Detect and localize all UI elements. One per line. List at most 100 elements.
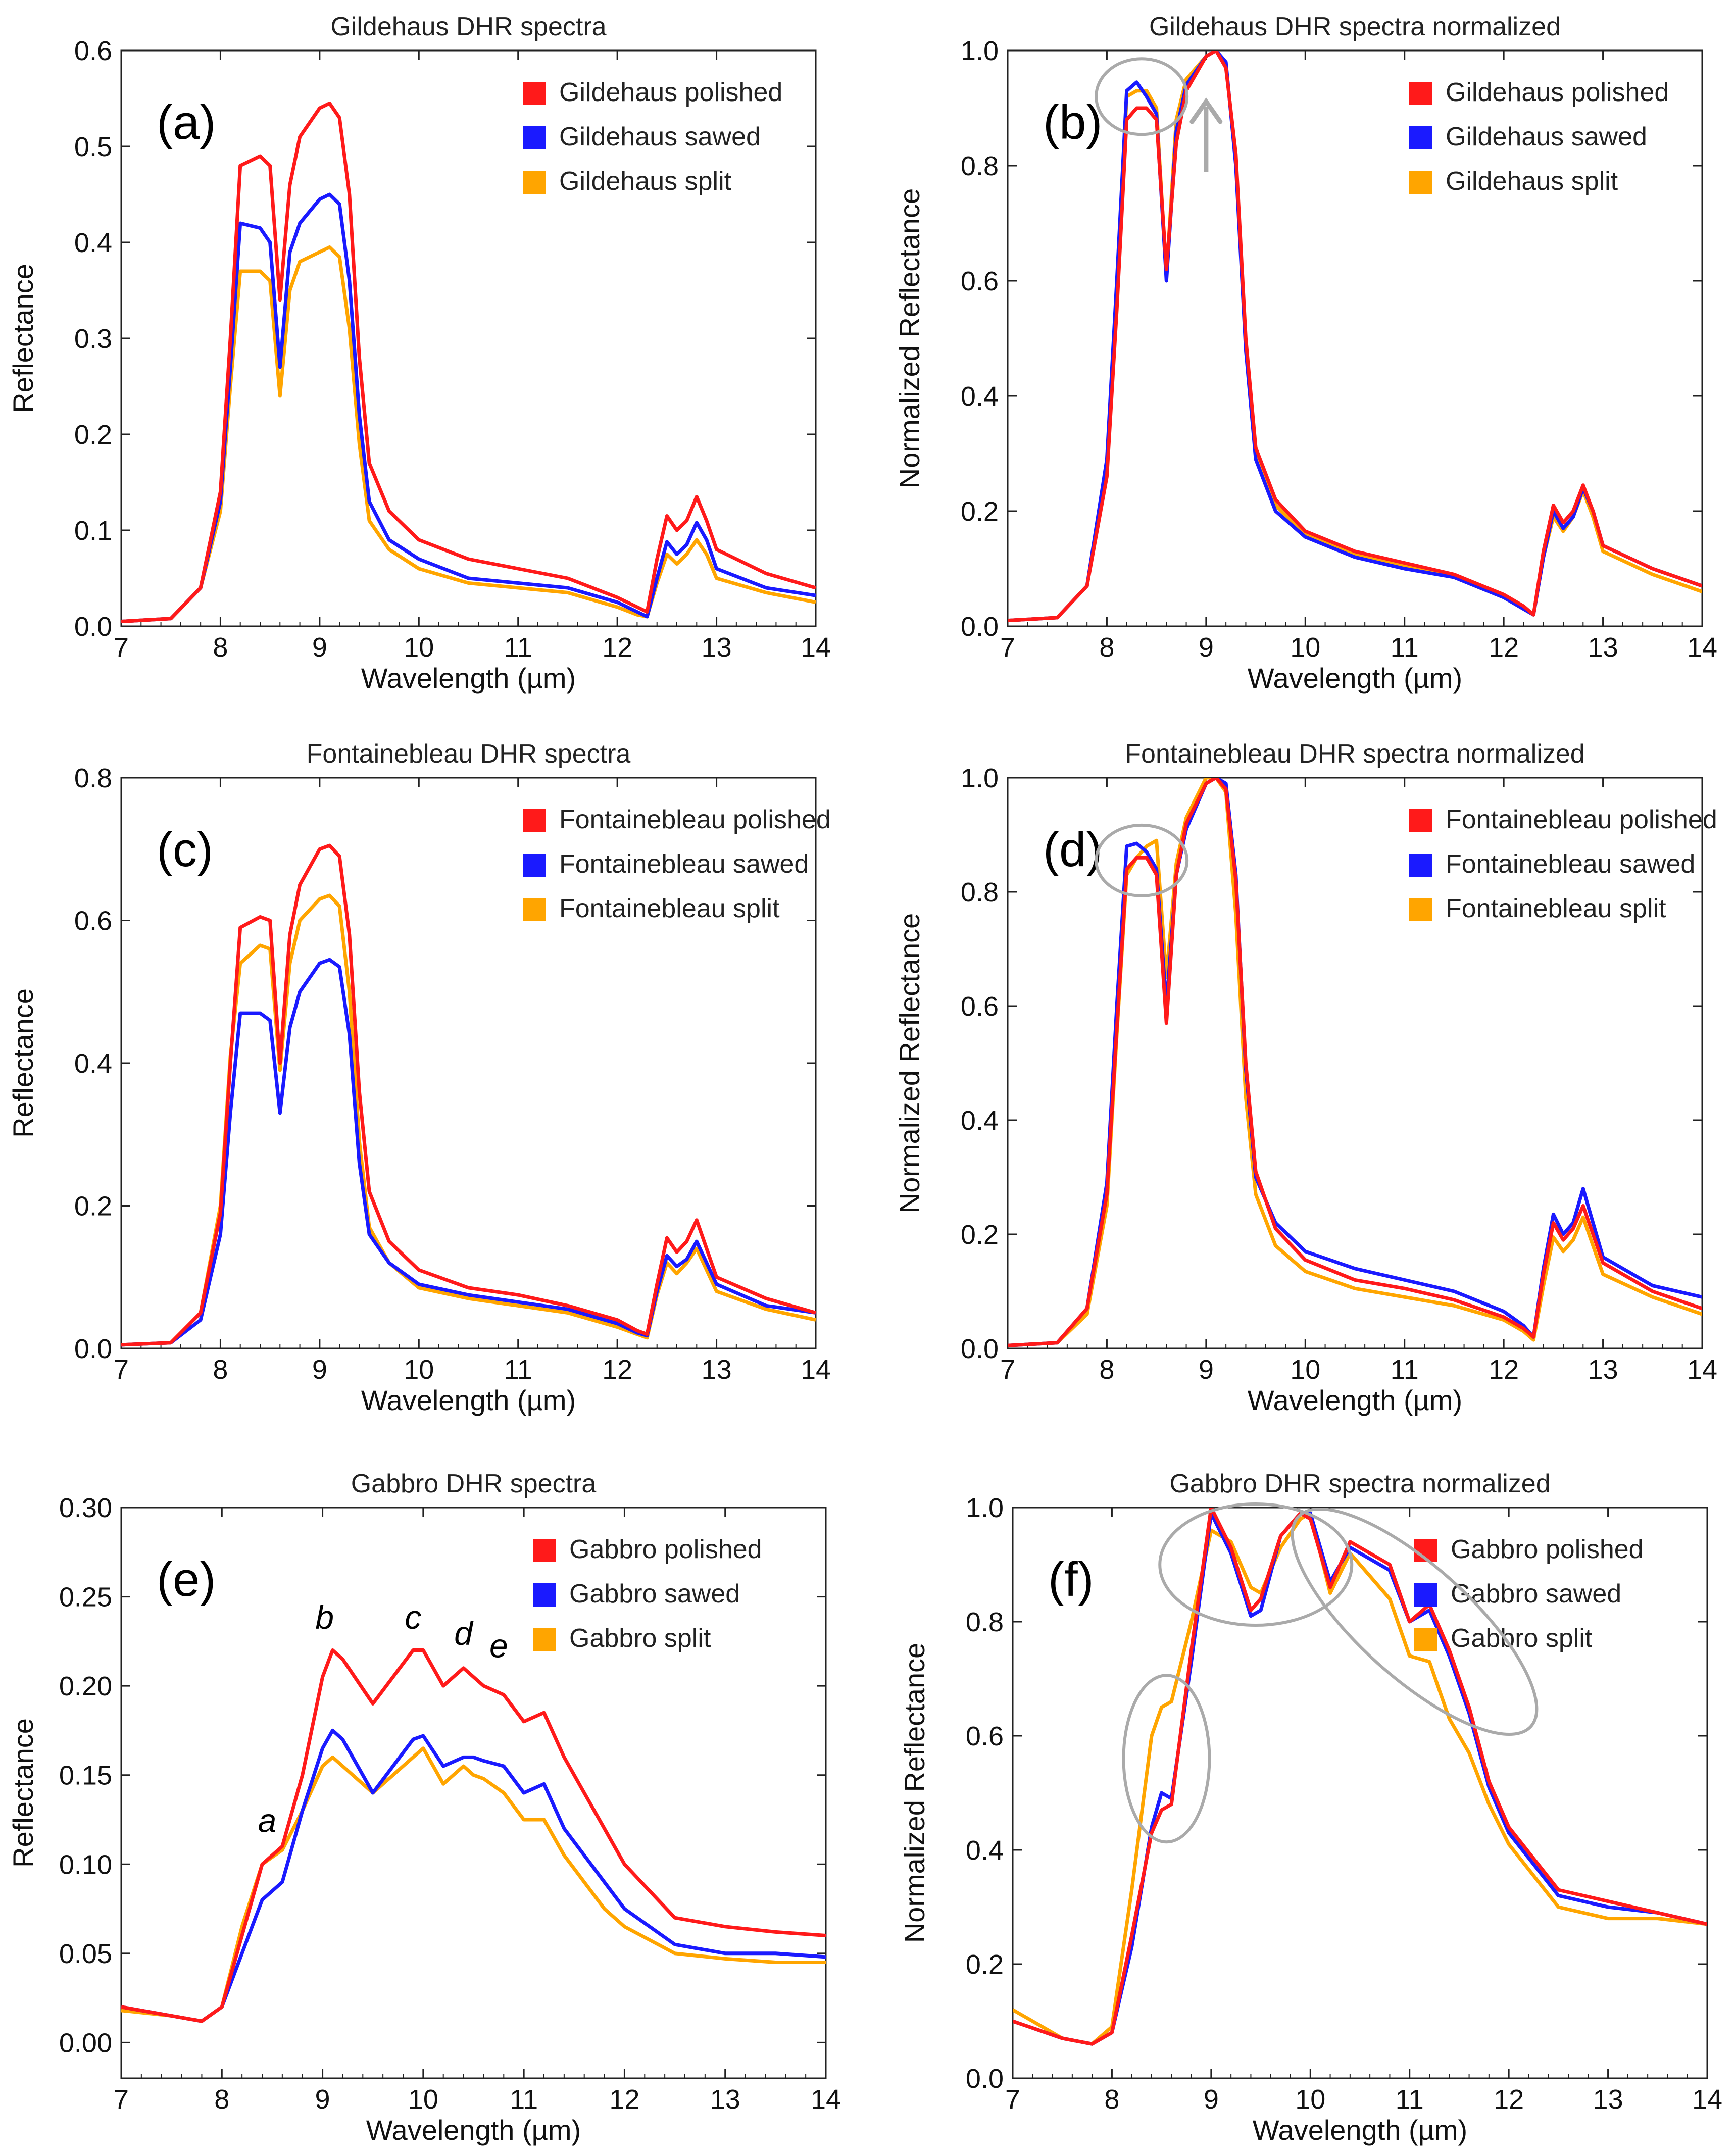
- x-tick-label: 14: [801, 632, 831, 663]
- legend-swatch-1: [523, 854, 546, 877]
- legend-swatch-2: [1409, 898, 1432, 921]
- plot-frame: [1012, 1507, 1708, 2079]
- legend-label-1: Fontainebleau sawed: [559, 849, 809, 879]
- peak-label-d: d: [454, 1615, 474, 1652]
- x-tick-label: 12: [602, 1355, 632, 1385]
- x-tick-label: 8: [213, 632, 228, 663]
- x-tick-label: 12: [1489, 632, 1519, 663]
- x-tick-label: 14: [1687, 1355, 1717, 1385]
- x-tick-label: 7: [114, 632, 129, 663]
- y-tick-label: 0.4: [74, 228, 112, 258]
- legend-swatch-2: [1414, 1628, 1437, 1651]
- chart-title: Gildehaus DHR spectra normalized: [1149, 12, 1561, 41]
- y-tick-label: 0.00: [59, 2028, 112, 2058]
- legend-swatch-0: [523, 82, 546, 105]
- series-line-0: [121, 843, 816, 1347]
- x-tick-label: 10: [1290, 1355, 1320, 1385]
- series-line-1: [121, 958, 816, 1347]
- x-tick-label: 9: [315, 2084, 330, 2115]
- x-axis-label: Wavelength (µm): [361, 662, 576, 694]
- series-line-2: [121, 245, 816, 623]
- series-line-1: [1008, 51, 1702, 623]
- legend-label-2: Gildehaus split: [1446, 167, 1618, 196]
- x-tick-label: 12: [602, 632, 632, 663]
- highlight-circle: [1095, 823, 1189, 897]
- plot-frame: [120, 1507, 827, 2079]
- x-tick-label: 12: [1494, 2084, 1524, 2115]
- y-tick-label: 1.0: [966, 1493, 1004, 1523]
- y-axis-label: Reflectance: [7, 988, 39, 1138]
- panel-label: (e): [157, 1552, 216, 1607]
- peak-label-e: e: [489, 1627, 508, 1665]
- y-tick-label: 0.1: [74, 516, 112, 546]
- x-tick-label: 10: [408, 2084, 438, 2115]
- y-tick-label: 0.2: [74, 1191, 112, 1222]
- chart-title: Gabbro DHR spectra normalized: [1169, 1469, 1550, 1498]
- plot-frame: [1007, 49, 1703, 627]
- x-tick-label: 13: [702, 632, 732, 663]
- x-tick-label: 11: [510, 2084, 538, 2115]
- panel-e: Gabbro DHR spectra 7 8 9 10 11 12 13 14 0.00 0.05 0…: [7, 1469, 841, 2146]
- x-axis-label: Wavelength (µm): [366, 2114, 581, 2146]
- y-tick-label: 0.8: [74, 763, 112, 793]
- legend-swatch-0: [533, 1539, 556, 1562]
- series-line-0: [1013, 1508, 1707, 2046]
- y-axis-label: Normalized Reflectance: [899, 1643, 930, 1943]
- y-tick-label: 0.10: [59, 1849, 112, 1880]
- legend-label-0: Gabbro polished: [1451, 1535, 1644, 1564]
- x-tick-label: 13: [1593, 2084, 1623, 2115]
- series-line-2: [121, 893, 816, 1347]
- legend-label-0: Gildehaus polished: [559, 78, 782, 107]
- x-tick-label: 14: [811, 2084, 841, 2115]
- x-tick-label: 8: [1099, 1355, 1114, 1385]
- legend-swatch-2: [533, 1628, 556, 1651]
- panel-label: (f): [1048, 1552, 1094, 1607]
- legend-swatch-0: [1409, 809, 1432, 832]
- y-tick-label: 0.30: [59, 1493, 112, 1523]
- legend-swatch-0: [523, 809, 546, 832]
- legend-swatch-1: [1409, 126, 1432, 149]
- panel-f: Gabbro DHR spectra normalized 7 8 9 10 11 12 13…: [899, 1469, 1722, 2146]
- panel-label: (d): [1043, 823, 1102, 877]
- y-tick-label: 0.4: [966, 1835, 1004, 1866]
- x-tick-label: 13: [710, 2084, 740, 2115]
- y-tick-label: 0.0: [961, 612, 999, 642]
- panel-b: Gildehaus DHR spectra normalized 7 8 9 10 11 1…: [894, 12, 1717, 694]
- chart-title: Fontainebleau DHR spectra: [307, 739, 631, 769]
- x-tick-label: 7: [1000, 632, 1015, 663]
- x-tick-label: 8: [1099, 632, 1114, 663]
- legend-label-2: Gabbro split: [569, 1624, 711, 1653]
- x-tick-label: 7: [114, 1355, 129, 1385]
- x-tick-label: 12: [609, 2084, 639, 2115]
- series-line-0: [121, 1648, 826, 2023]
- series-line-0: [1008, 778, 1702, 1347]
- highlight-arrow-head: [1189, 97, 1223, 124]
- highlight-circle: [1158, 1502, 1354, 1627]
- chart-title: Gildehaus DHR spectra: [330, 12, 606, 41]
- y-tick-label: 0.15: [59, 1761, 112, 1791]
- highlight-circle: [1291, 1508, 1539, 1736]
- x-tick-label: 9: [1199, 1355, 1214, 1385]
- y-tick-label: 1.0: [961, 763, 999, 793]
- y-tick-label: 0.3: [74, 324, 112, 354]
- x-tick-label: 11: [1396, 2084, 1424, 2115]
- y-tick-label: 0.8: [961, 151, 999, 181]
- series-line-2: [121, 1746, 826, 2023]
- y-axis-label: Reflectance: [7, 264, 39, 413]
- panel-label: (c): [157, 823, 213, 877]
- y-tick-label: 0.05: [59, 1939, 112, 1969]
- legend-swatch-1: [1414, 1583, 1437, 1607]
- y-tick-label: 0.20: [59, 1671, 112, 1701]
- legend-swatch-2: [523, 898, 546, 921]
- y-tick-label: 0.0: [74, 612, 112, 642]
- y-tick-label: 0.2: [961, 1220, 999, 1250]
- y-tick-label: 0.25: [59, 1582, 112, 1613]
- x-tick-label: 14: [1692, 2084, 1722, 2115]
- x-tick-label: 10: [404, 1355, 434, 1385]
- x-tick-label: 7: [114, 2084, 129, 2115]
- x-tick-label: 14: [1687, 632, 1717, 663]
- y-tick-label: 0.4: [961, 381, 999, 412]
- series-line-0: [121, 102, 816, 623]
- panel-a: Gildehaus DHR spectra 7 8 9 10 11 12 13 14 0.0 0.1…: [7, 12, 831, 694]
- legend-swatch-2: [523, 171, 546, 194]
